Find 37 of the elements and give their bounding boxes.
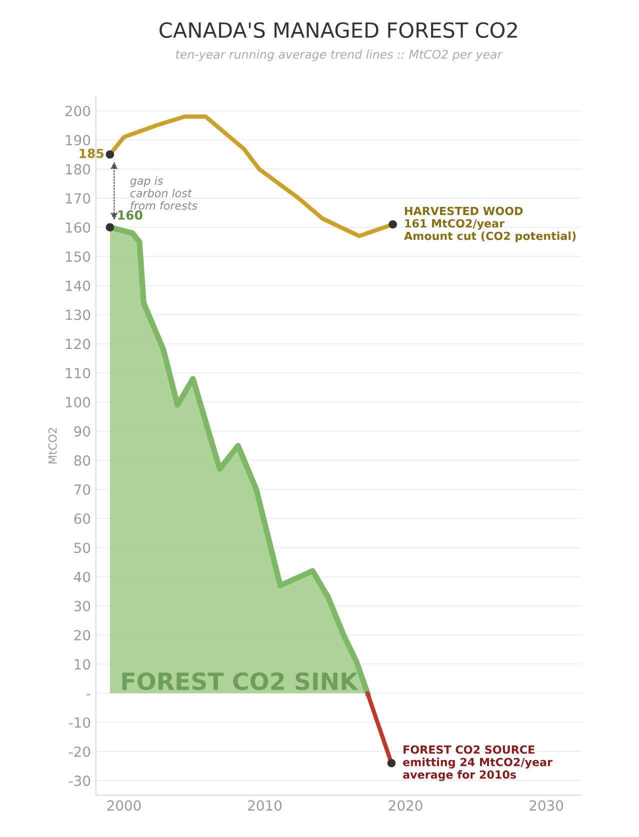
annotation: 160 <box>118 210 142 220</box>
y-tick-label: 120 <box>66 338 90 350</box>
y-tick-label: -30 <box>68 776 90 786</box>
y-tick-label: - <box>86 694 90 696</box>
y-tick-label: 100 <box>66 396 90 408</box>
x-tick-label: 2030 <box>530 800 564 811</box>
y-tick-label: 50 <box>74 542 90 554</box>
y-tick-label: 150 <box>66 251 90 262</box>
y-axis-title: MtCO2 <box>48 428 57 464</box>
y-tick-label: 190 <box>66 134 90 146</box>
y-tick-label: 110 <box>66 368 90 378</box>
chart-title: CANADA'S MANAGED FOREST CO2 <box>160 22 517 38</box>
y-tick-label: 200 <box>65 106 90 116</box>
annotation: 185 <box>80 148 104 158</box>
y-tick-label: 160 <box>66 222 90 233</box>
y-tick-label: 180 <box>66 164 90 175</box>
annotation: FOREST CO2 SOURCE emitting 24 MtCO2/year average for 2010s <box>403 745 552 782</box>
y-tick-label: 30 <box>74 600 90 612</box>
y-tick-label: 140 <box>66 280 90 292</box>
y-tick-label: 70 <box>74 484 90 495</box>
y-tick-label: 130 <box>66 310 90 320</box>
chart-subtitle: ten-year running average trend lines :: MtCO2 per year <box>176 50 503 62</box>
y-tick-label: 80 <box>74 455 90 466</box>
y-tick-label: 170 <box>66 193 90 204</box>
x-tick-label: 2020 <box>388 800 422 811</box>
x-tick-label: 2010 <box>248 800 282 811</box>
annotation: HARVESTED WOOD 161 MtCO2/year Amount cut (CO2 potential) <box>404 206 576 242</box>
annotation: FOREST CO2 SINK <box>122 672 359 690</box>
y-tick-label: 20 <box>74 630 90 640</box>
y-tick-label: 10 <box>74 659 90 670</box>
y-tick-label: -10 <box>68 717 90 728</box>
y-tick-label: 40 <box>74 572 90 582</box>
annotation: gap is carbon lost from forests <box>130 176 198 210</box>
y-tick-label: 90 <box>74 426 90 437</box>
y-tick-label: 60 <box>74 513 90 524</box>
y-tick-label: -20 <box>68 746 90 757</box>
x-tick-label: 2000 <box>107 800 141 811</box>
